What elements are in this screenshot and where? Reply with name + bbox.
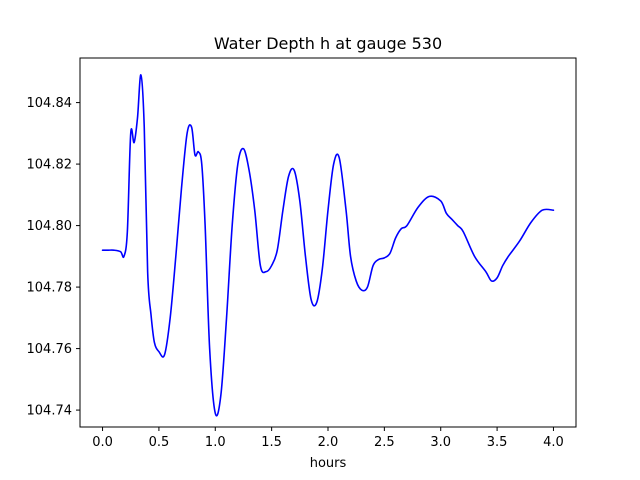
x-tick-label: 3.0 [430,435,451,450]
series-line-0 [101,74,555,417]
x-tick-label: 2.5 [374,435,395,450]
x-tick-label: 1.0 [205,435,226,450]
x-tick-label: 1.5 [261,435,282,450]
chart-title: Water Depth h at gauge 530 [214,34,442,53]
x-tick-label: 2.0 [318,435,339,450]
plot-frame [79,57,577,428]
y-tick-label: 104.80 [27,219,73,234]
x-tick-label: 0.5 [149,435,170,450]
y-tick-label: 104.74 [27,404,73,419]
y-tick-label: 104.82 [27,158,73,173]
x-tick-label: 4.0 [543,435,564,450]
y-tick-label: 104.78 [27,281,73,296]
x-axis: 0.0 0.5 1.0 1.5 2.0 2.5 3.0 3.5 4.0 [92,427,564,450]
y-tick-label: 104.76 [27,342,73,357]
y-axis: 104.74 104.76 104.78 104.80 104.82 104.84 [27,96,80,419]
data-layer [101,74,555,417]
x-tick-label: 3.5 [487,435,508,450]
y-tick-label: 104.84 [27,96,73,111]
x-tick-label: 0.0 [92,435,113,450]
x-axis-label: hours [310,456,347,471]
